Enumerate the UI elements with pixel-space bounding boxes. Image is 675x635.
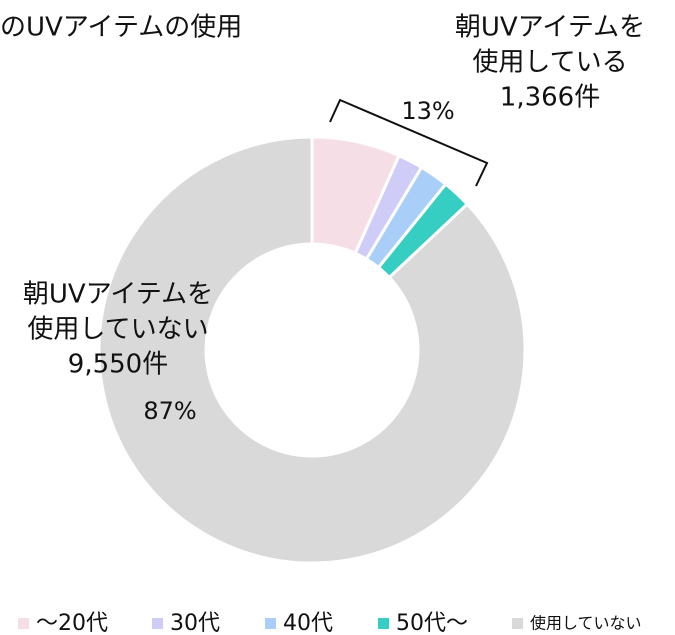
chart-title: のUVアイテムの使用 (0, 13, 242, 43)
group-bracket (329, 98, 489, 187)
annotation: 9,550件 (68, 350, 168, 380)
legend-label: 30代 (170, 611, 220, 635)
annotation: 使用している (472, 48, 627, 78)
legend-swatch (265, 618, 276, 629)
legend-label: 〜20代 (36, 611, 108, 635)
legend-label: 50代〜 (396, 611, 468, 635)
legend-swatch (378, 618, 389, 629)
annotation: 朝UVアイテムを (455, 13, 645, 43)
group-label: 13% (401, 97, 454, 125)
value-label: 87% (143, 397, 196, 425)
annotation: 使用していない (27, 315, 208, 345)
legend-swatch (512, 618, 523, 629)
annotation: 1,366件 (500, 83, 600, 113)
donut-segment (97, 135, 527, 565)
legend-label: 使用していない (530, 614, 642, 633)
legend-swatch (18, 618, 29, 629)
legend-label: 40代 (283, 611, 333, 635)
legend-swatch (152, 618, 163, 629)
annotation: 朝UVアイテムを (23, 280, 213, 310)
